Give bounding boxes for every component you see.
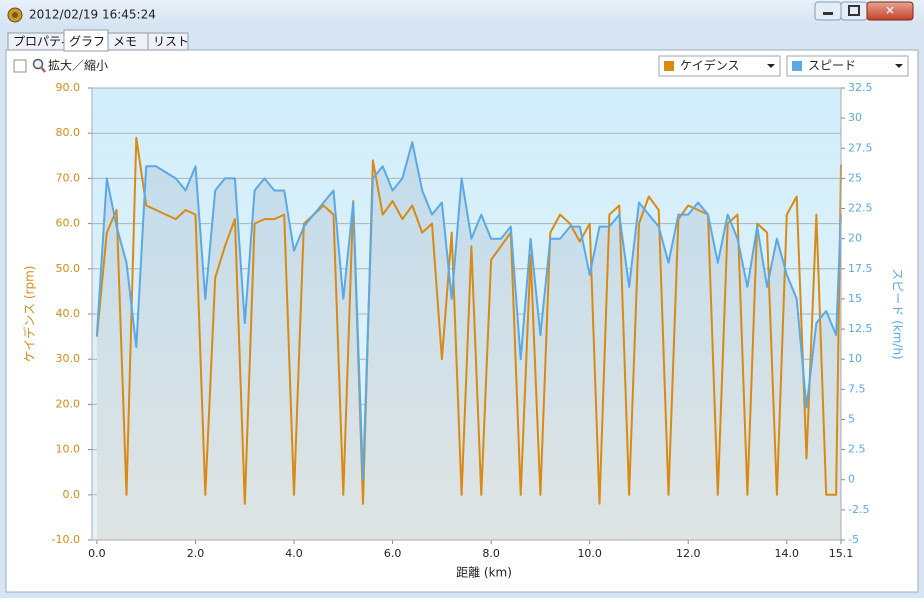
dropdown-arrow: [767, 64, 775, 68]
tab-label: メモ: [113, 35, 137, 49]
x-tick-label: 10.0: [577, 547, 602, 560]
y2-tick-label: 25: [848, 171, 862, 184]
y-tick-label: 50.0: [56, 262, 81, 275]
y2-tick-label: 5: [848, 412, 855, 425]
left-series-dropdown[interactable]: [658, 55, 781, 77]
left-series-name: ケイデンス: [680, 58, 740, 73]
x-tick-label: 12.0: [676, 547, 701, 560]
right-series-dropdown[interactable]: [786, 55, 909, 77]
x-tick-label: 8.0: [482, 547, 500, 560]
y2-tick-label: 2.5: [848, 443, 866, 456]
series-line: [95, 141, 842, 481]
dropdown-arrow: [895, 64, 903, 68]
zoom-checkbox[interactable]: [13, 59, 27, 73]
y2-tick-label: 7.5: [848, 382, 866, 395]
y-tick-label: 80.0: [56, 126, 81, 139]
x-axis-label: 距離 (km): [456, 566, 512, 580]
y2-tick-label: 22.5: [848, 202, 873, 215]
y2-tick-label: -5: [848, 533, 859, 546]
minimize-button[interactable]: [814, 1, 842, 21]
y-tick-label: 10.0: [56, 443, 81, 456]
x-tick-label: 4.0: [285, 547, 303, 560]
window-title: 2012/02/19 16:45:24: [29, 8, 156, 22]
x-tick-label: 15.1: [829, 547, 854, 560]
y-tick-label: 40.0: [56, 307, 81, 320]
y-tick-label: 70.0: [56, 171, 81, 184]
minimize-icon: [823, 12, 833, 15]
y-tick-label: 90.0: [56, 81, 81, 94]
y-axis-label: ケイデンス (rpm): [22, 266, 37, 363]
y2-tick-label: 10: [848, 352, 862, 365]
zoom-label: 拡大／縮小: [48, 58, 108, 73]
y2-tick-label: 27.5: [848, 141, 873, 154]
y2-tick-label: -2.5: [848, 503, 869, 516]
chart: 90.080.070.060.050.040.030.020.010.00.0-…: [52, 81, 873, 560]
x-tick-label: 0.0: [88, 547, 106, 560]
x-tick-label: 2.0: [187, 547, 205, 560]
y2-axis-label: スピード (km/h): [891, 268, 905, 359]
maximize-icon: [848, 5, 860, 16]
y2-tick-label: 30: [848, 111, 862, 124]
maximize-button[interactable]: [840, 1, 868, 21]
tab[interactable]: [147, 32, 189, 51]
tab-label: グラフ: [69, 35, 105, 49]
y2-tick-label: 32.5: [848, 81, 873, 94]
y-tick-label: 60.0: [56, 217, 81, 230]
right-series-swatch: [792, 61, 802, 71]
close-button[interactable]: [866, 1, 914, 21]
magnifier-handle: [40, 66, 46, 73]
tab-label: リスト: [153, 35, 189, 49]
y-tick-label: 20.0: [56, 397, 81, 410]
left-series-swatch: [664, 61, 674, 71]
y2-tick-label: 12.5: [848, 322, 873, 335]
app-icon-center: [12, 12, 18, 18]
title-bar: [0, 0, 924, 28]
y-tick-label: -10.0: [52, 533, 80, 546]
x-tick-label: 6.0: [384, 547, 402, 560]
tab-label: プロパティ: [13, 35, 72, 49]
magnifier-icon: [32, 58, 44, 70]
close-icon: ✕: [885, 4, 895, 18]
x-tick-label: 14.0: [775, 547, 800, 560]
series-area: [96, 142, 841, 540]
y2-tick-label: 0: [848, 473, 855, 486]
y2-tick-label: 15: [848, 292, 862, 305]
y2-tick-label: 20: [848, 232, 862, 245]
y-tick-label: 0.0: [63, 488, 81, 501]
y-tick-label: 30.0: [56, 352, 81, 365]
series-line: [95, 136, 842, 505]
y2-tick-label: 17.5: [848, 262, 873, 275]
right-series-name: スピード: [808, 59, 856, 73]
